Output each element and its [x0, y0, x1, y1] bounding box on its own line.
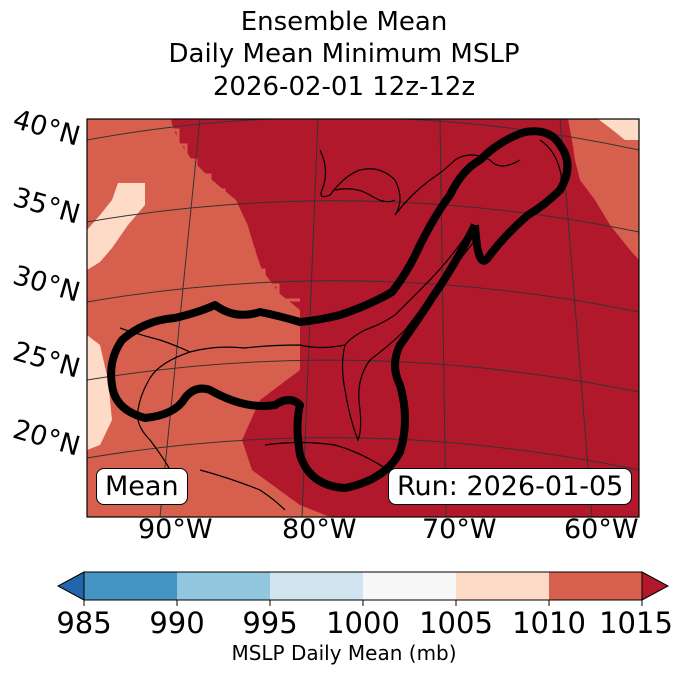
colorbar	[56, 571, 670, 606]
colorbar-cell-985-990	[84, 572, 177, 600]
run-date-box: Run: 2026-01-05	[388, 468, 633, 505]
pressure-field-1005-east	[598, 119, 639, 140]
map-frame	[86, 118, 640, 518]
colorbar-tick-1005: 1005	[419, 606, 493, 640]
colorbar-extend-high	[641, 571, 670, 601]
lon-label-70w: 70°W	[422, 514, 497, 545]
colorbar-tick-1010: 1010	[512, 606, 586, 640]
colorbar-tick-1015: 1015	[599, 606, 673, 640]
graticule	[87, 119, 639, 517]
colorbar-cell-1005-1010	[456, 572, 549, 600]
title-line-3: 2026-02-01 12z-12z	[212, 72, 476, 102]
colorbar-extend-low	[56, 571, 85, 601]
colorbar-cell-1010-1015	[549, 572, 642, 600]
lon-label-90w: 90°W	[138, 514, 213, 545]
pressure-field-1005-lower	[87, 335, 112, 450]
pressure-field-1010-east	[568, 119, 639, 260]
colorbar-tick-1000: 1000	[326, 606, 400, 640]
mean-label-box: Mean	[96, 468, 188, 505]
colorbar-cell-990-995	[177, 572, 270, 600]
colorbar-ticks	[83, 600, 643, 606]
pressure-field-1005-upper	[87, 183, 145, 270]
colorbar-cell-995-1000	[270, 572, 363, 600]
colorbar-tick-990: 990	[149, 606, 205, 640]
colorbar-cell-1000-1005	[363, 572, 456, 600]
lon-label-80w: 80°W	[282, 514, 357, 545]
colorbar-label: MSLP Daily Mean (mb)	[231, 641, 457, 665]
lon-label-60w: 60°W	[564, 514, 639, 545]
title-line-2: Daily Mean Minimum MSLP	[168, 39, 520, 69]
colorbar-tick-985: 985	[56, 606, 112, 640]
ensemble-contour	[107, 127, 572, 492]
colorbar-tick-995: 995	[242, 606, 298, 640]
title-line-1: Ensemble Mean	[240, 7, 448, 37]
